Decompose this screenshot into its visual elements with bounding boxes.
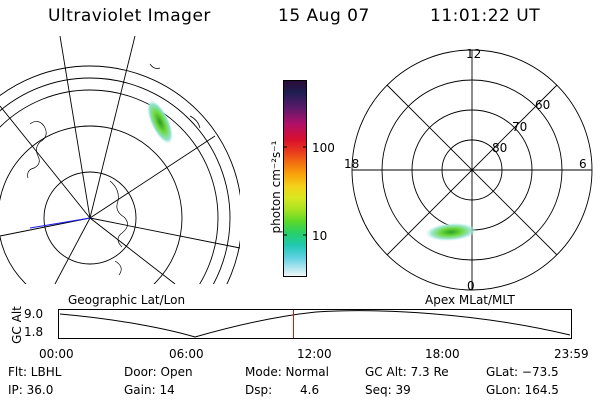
altitude-timeline (58, 309, 572, 339)
date-label: 15 Aug 07 (278, 6, 370, 26)
apex-polar-plot (351, 49, 593, 291)
mlt-label-0: 0 (467, 279, 475, 293)
gc-alt-value: GC Alt: 7.3 Re (365, 365, 449, 379)
mlt-label-12: 12 (466, 47, 482, 61)
dsp-value: 4.6 (300, 383, 320, 397)
ytick-top: 9.0 (24, 307, 44, 321)
xtick-1800: 18:00 (425, 347, 460, 361)
mlat-label-80: 80 (492, 141, 508, 155)
ytick-bottom: 1.8 (24, 325, 44, 339)
xtick-1200: 12:00 (297, 347, 332, 361)
glon-value: GLon: 164.5 (486, 383, 559, 397)
xtick-0600: 06:00 (169, 347, 204, 361)
dsp-label: Dsp: (245, 383, 273, 397)
glat-value: GLat: −73.5 (486, 365, 559, 379)
seq-value: Seq: 39 (365, 383, 411, 397)
mlat-label-60: 60 (535, 98, 551, 112)
gain-value: Gain: 14 (124, 383, 175, 397)
mlt-label-6: 6 (579, 157, 587, 171)
xtick-0000: 00:00 (39, 347, 74, 361)
instrument-title: Ultraviolet Imager (48, 6, 211, 26)
mode-value: Mode: Normal (245, 365, 329, 379)
gc-alt-axis-label: GC Alt (10, 306, 24, 344)
colorbar-unit-label: photon cm⁻²s⁻¹ (269, 140, 283, 234)
geographic-caption: Geographic Lat/Lon (68, 293, 186, 307)
mlat-label-70: 70 (512, 120, 528, 134)
mlt-label-18: 18 (344, 157, 360, 171)
colorbar-tick-10: 10 (312, 229, 328, 243)
geographic-map (0, 36, 240, 284)
apex-caption: Apex MLat/MLT (425, 293, 515, 307)
ip-value: IP: 36.0 (8, 383, 54, 397)
xtick-2359: 23:59 (554, 347, 589, 361)
time-label: 11:01:22 UT (430, 6, 541, 26)
colorbar-tick-100: 100 (312, 141, 335, 155)
color-scale-bar (283, 80, 307, 277)
filter-value: Flt: LBHL (8, 365, 62, 379)
door-status: Door: Open (124, 365, 193, 379)
